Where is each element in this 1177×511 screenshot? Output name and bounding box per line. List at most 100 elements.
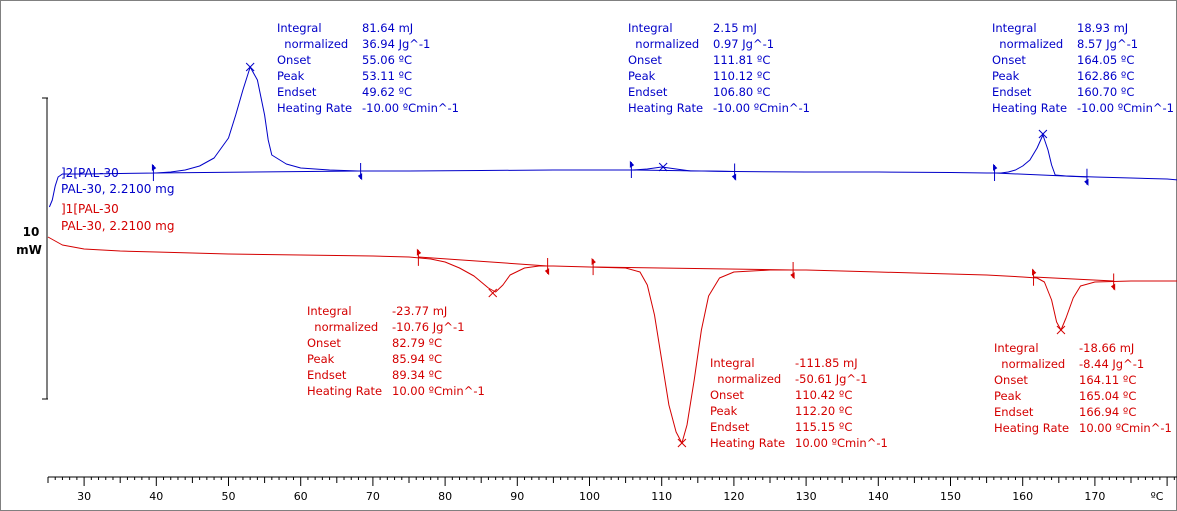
integration-limit-mark[interactable] bbox=[151, 163, 157, 182]
annotation-value: -50.61 Jg^-1 bbox=[795, 372, 868, 386]
annotation-value: 110.42 ºC bbox=[795, 388, 852, 402]
annotation-value: -18.66 mJ bbox=[1079, 341, 1134, 355]
annotation-key: Peak bbox=[628, 69, 656, 83]
series-line-s2 bbox=[48, 66, 1177, 208]
annotations: Integral 81.64 mJ normalized 36.94 Jg^-1 On… bbox=[277, 21, 1174, 450]
annotation-value: 160.70 ºC bbox=[1077, 85, 1134, 99]
scale-bar-unit: mW bbox=[16, 243, 42, 257]
annotation-key: Endset bbox=[992, 85, 1032, 99]
annotation-key: Endset bbox=[277, 85, 317, 99]
annotation-key: Peak bbox=[992, 69, 1020, 83]
annotation-value: 85.94 ºC bbox=[392, 352, 442, 366]
annotation-key: normalized bbox=[994, 357, 1065, 371]
annotation-key: Onset bbox=[307, 336, 341, 350]
annotation-value: -10.00 ºCmin^-1 bbox=[362, 101, 459, 115]
annotation-value: 164.11 ºC bbox=[1079, 373, 1136, 387]
integration-limit-mark[interactable] bbox=[591, 257, 596, 276]
annotation-value: 162.86 ºC bbox=[1077, 69, 1134, 83]
integration-baseline bbox=[593, 266, 794, 271]
x-axis-unit: ºC bbox=[1151, 490, 1164, 503]
annotation-value: 166.94 ºC bbox=[1079, 405, 1136, 419]
integration-limit-mark[interactable] bbox=[629, 160, 635, 178]
annotation-key: Peak bbox=[307, 352, 335, 366]
peak-markers bbox=[245, 62, 1066, 448]
annotation-value: 36.94 Jg^-1 bbox=[362, 37, 430, 51]
annotation-key: Heating Rate bbox=[994, 421, 1069, 435]
annotation-key: Integral bbox=[628, 21, 673, 35]
integration-limit-mark[interactable] bbox=[416, 248, 422, 266]
x-tick-label: 170 bbox=[1084, 490, 1105, 503]
baselines bbox=[153, 169, 1114, 282]
x-tick-label: 50 bbox=[222, 490, 236, 503]
annotation-key: normalized bbox=[277, 37, 348, 51]
peak-annotation: Integral -111.85 mJ normalized -50.61 Jg^-… bbox=[710, 356, 888, 450]
x-tick-label: 40 bbox=[149, 490, 163, 503]
x-tick-label: 150 bbox=[940, 490, 961, 503]
annotation-key: normalized bbox=[628, 37, 699, 51]
annotation-value: 2.15 mJ bbox=[713, 21, 757, 35]
annotation-key: Endset bbox=[994, 405, 1034, 419]
legend-cooling-sample: PAL-30, 2.2100 mg bbox=[61, 219, 175, 233]
x-tick-label: 140 bbox=[868, 490, 889, 503]
integration-limit-mark[interactable] bbox=[1084, 168, 1089, 186]
annotation-key: Integral bbox=[992, 21, 1037, 35]
annotation-key: Peak bbox=[994, 389, 1022, 403]
annotation-value: 89.34 ºC bbox=[392, 368, 442, 382]
integration-limit-mark[interactable] bbox=[544, 258, 550, 276]
integration-limit-mark[interactable] bbox=[993, 163, 998, 181]
integration-limit-mark[interactable] bbox=[1110, 273, 1116, 291]
annotation-value: 55.06 ºC bbox=[362, 53, 412, 67]
annotation-key: Endset bbox=[628, 85, 668, 99]
x-tick-label: 120 bbox=[723, 490, 744, 503]
annotation-value: 10.00 ºCmin^-1 bbox=[795, 436, 888, 450]
annotation-key: Onset bbox=[994, 373, 1028, 387]
integration-limit-mark[interactable] bbox=[1032, 268, 1037, 286]
annotation-key: Onset bbox=[710, 388, 744, 402]
annotation-value: -10.76 Jg^-1 bbox=[392, 320, 465, 334]
annotation-key: Onset bbox=[628, 53, 662, 67]
annotation-value: -10.00 ºCmin^-1 bbox=[713, 101, 810, 115]
annotation-value: 82.79 ºC bbox=[392, 336, 442, 350]
peak-marker bbox=[658, 162, 668, 172]
annotation-value: -111.85 mJ bbox=[795, 356, 858, 370]
annotation-key: normalized bbox=[992, 37, 1063, 51]
annotation-key: Heating Rate bbox=[277, 101, 352, 115]
annotation-value: 165.04 ºC bbox=[1079, 389, 1136, 403]
x-tick-label: 30 bbox=[77, 490, 91, 503]
peak-annotation: Integral -18.66 mJ normalized -8.44 Jg^-1 O… bbox=[994, 341, 1172, 435]
annotation-key: Heating Rate bbox=[307, 384, 382, 398]
annotation-value: 0.97 Jg^-1 bbox=[713, 37, 774, 51]
annotation-value: -10.00 ºCmin^-1 bbox=[1077, 101, 1174, 115]
annotation-value: 164.05 ºC bbox=[1077, 53, 1134, 67]
legend-cooling: ]1[PAL-30 PAL-30, 2.2100 mg bbox=[61, 202, 175, 233]
annotation-key: Integral bbox=[994, 341, 1039, 355]
x-tick-label: 80 bbox=[438, 490, 452, 503]
annotation-key: Endset bbox=[307, 368, 347, 382]
annotation-key: Heating Rate bbox=[992, 101, 1067, 115]
annotation-key: Endset bbox=[710, 420, 750, 434]
annotation-value: 10.00 ºCmin^-1 bbox=[1079, 421, 1172, 435]
annotation-key: Integral bbox=[710, 356, 755, 370]
annotation-value: 18.93 mJ bbox=[1077, 21, 1128, 35]
annotation-key: Peak bbox=[277, 69, 305, 83]
integration-limit-mark[interactable] bbox=[357, 163, 363, 181]
annotation-value: 81.64 mJ bbox=[362, 21, 413, 35]
x-tick-label: 110 bbox=[651, 490, 672, 503]
legend-cooling-name: ]1[PAL-30 bbox=[61, 202, 119, 216]
peak-annotation: Integral -23.77 mJ normalized -10.76 Jg^-1… bbox=[307, 304, 485, 398]
annotation-value: 115.15 ºC bbox=[795, 420, 852, 434]
integration-marks bbox=[151, 160, 1116, 291]
annotation-key: Integral bbox=[307, 304, 352, 318]
peak-marker bbox=[488, 288, 498, 298]
annotation-key: Heating Rate bbox=[710, 436, 785, 450]
integration-limit-mark[interactable] bbox=[731, 163, 737, 181]
legend-heating: ]2[PAL-30 PAL-30, 2.2100 mg bbox=[61, 166, 175, 196]
peak-annotation: Integral 18.93 mJ normalized 8.57 Jg^-1 Ons… bbox=[992, 21, 1174, 115]
x-tick-label: 60 bbox=[294, 490, 308, 503]
integration-limit-mark[interactable] bbox=[790, 262, 795, 280]
annotation-value: 10.00 ºCmin^-1 bbox=[392, 384, 485, 398]
peak-marker bbox=[1038, 129, 1048, 139]
scale-bar: 10 mW bbox=[16, 97, 48, 400]
annotation-value: 110.12 ºC bbox=[713, 69, 770, 83]
